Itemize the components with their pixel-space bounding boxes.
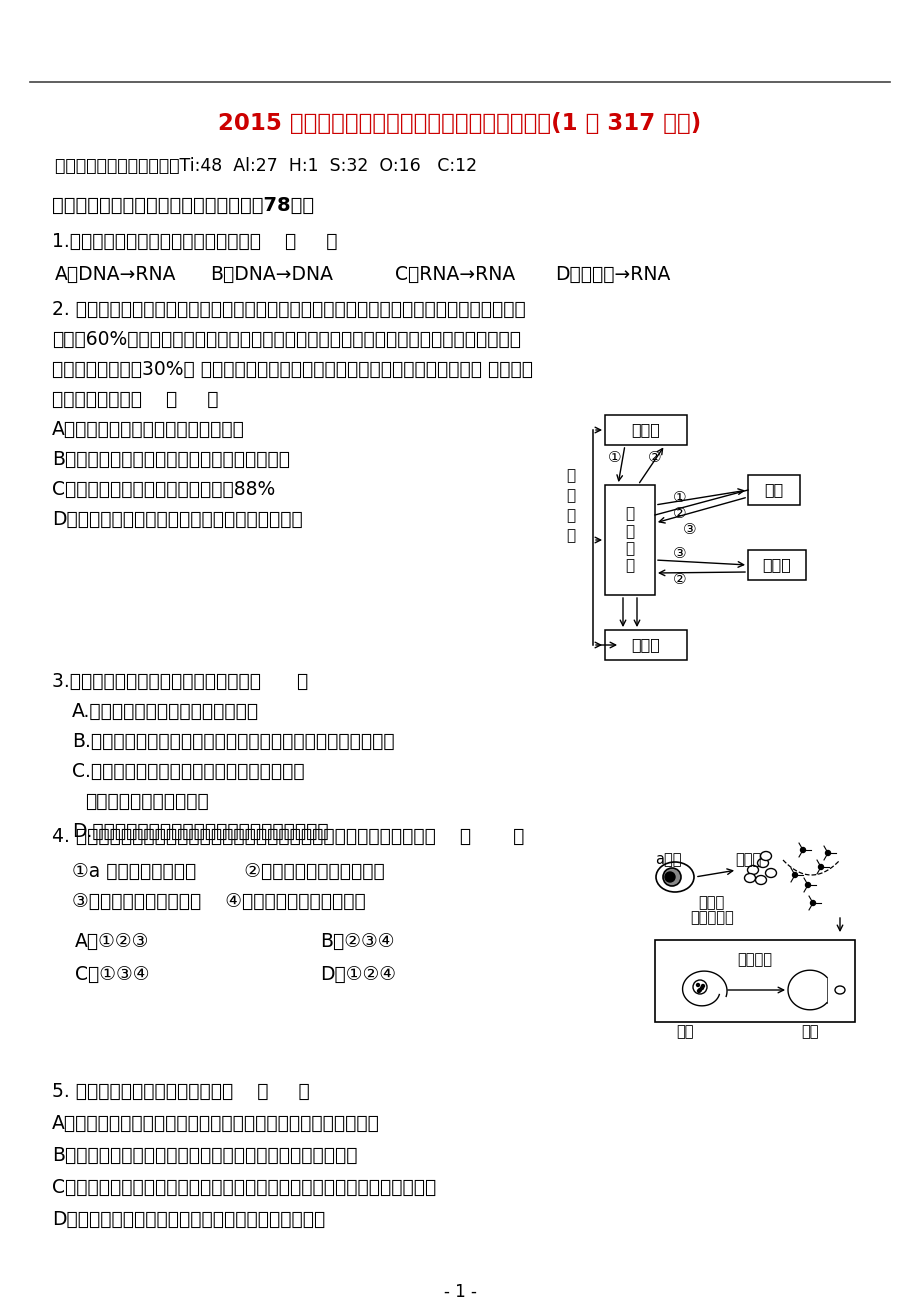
Text: ①: ① (673, 490, 686, 504)
Circle shape (818, 865, 823, 870)
Text: ②: ② (673, 572, 686, 586)
Circle shape (696, 983, 698, 987)
Text: 甲状腺: 甲状腺 (762, 557, 790, 573)
Circle shape (664, 872, 675, 881)
Text: ②: ② (648, 449, 661, 465)
Circle shape (791, 872, 797, 878)
Text: A．在黑褐色环境背景下，黑色樺尺蠖被保留，浅色樺尺蠖被淘汰: A．在黑褐色环境背景下，黑色樺尺蠖被保留，浅色樺尺蠖被淘汰 (52, 1115, 380, 1133)
Circle shape (800, 848, 805, 853)
Text: 吞噬细胞: 吞噬细胞 (737, 952, 772, 967)
Text: D．原种群中阔叶基因的频率低于窄叶基因的频率: D．原种群中阔叶基因的频率低于窄叶基因的频率 (52, 510, 302, 529)
Text: 红细胞抗体: 红细胞抗体 (689, 910, 733, 924)
Ellipse shape (655, 862, 693, 892)
Ellipse shape (760, 852, 771, 861)
Circle shape (698, 988, 701, 992)
Text: 下丘脑: 下丘脑 (630, 423, 660, 437)
Circle shape (699, 987, 703, 990)
Text: B．杂合高茎豌豆通过连续自交导致后代纯合子频率越来越高: B．杂合高茎豌豆通过连续自交导致后代纯合子频率越来越高 (52, 1146, 357, 1165)
Text: 可能用到的相对原子质量：Ti:48  Al:27  H:1  S:32  O:16   C:12: 可能用到的相对原子质量：Ti:48 Al:27 H:1 S:32 O:16 C:… (55, 158, 477, 174)
Text: 结合: 结合 (800, 1023, 818, 1039)
Text: D．青霉菌通过辐射诱变产生了青霉素产量很高的菌株: D．青霉菌通过辐射诱变产生了青霉素产量很高的菌株 (52, 1210, 325, 1229)
Text: ②: ② (673, 505, 686, 521)
Text: D．蛋白质→RNA: D．蛋白质→RNA (554, 266, 670, 284)
Text: 垂体: 垂体 (764, 483, 783, 497)
Text: a细胞: a细胞 (654, 852, 681, 867)
Text: 以下结论错误的是    （     ）: 以下结论错误的是 （ ） (52, 391, 219, 409)
Text: 2. 已知某种双子叶植物的阔叶和窄叶由一对等位基因控制，现对该植物的某个种群进行调查，: 2. 已知某种双子叶植物的阔叶和窄叶由一对等位基因控制，现对该植物的某个种群进行… (52, 299, 525, 319)
Text: 吞噬: 吞噬 (675, 1023, 693, 1039)
Text: ③: ③ (673, 546, 686, 560)
Text: A.下丘脑既能传导兴奋又能分泌激素: A.下丘脑既能传导兴奋又能分泌激素 (72, 702, 259, 721)
Ellipse shape (746, 866, 757, 875)
Text: 有: 有 (566, 467, 575, 483)
Bar (747, 475, 800, 505)
Text: ①a 表示的是浆细胞；        ②红细胞膜上有抗原物质；: ①a 表示的是浆细胞； ②红细胞膜上有抗原物质； (72, 862, 384, 881)
Text: C．杂交育种通过不断自交、筛选和淘汰使得纯合矮秆抗病小麦比例越来越高: C．杂交育种通过不断自交、筛选和淘汰使得纯合矮秆抗病小麦比例越来越高 (52, 1178, 436, 1197)
Ellipse shape (765, 868, 776, 878)
Text: 经: 经 (566, 529, 575, 543)
Bar (654, 940, 854, 1022)
Text: 血
液
循
环: 血 液 循 环 (625, 506, 634, 574)
Text: 红细胞: 红细胞 (734, 852, 760, 867)
Text: 2015 届金溪一中上学期高三第八次理综强化试题(1 月 317 日用): 2015 届金溪一中上学期高三第八次理综强化试题(1 月 317 日用) (218, 112, 701, 135)
Text: - 1 -: - 1 - (443, 1282, 476, 1301)
Bar (605, 630, 686, 660)
Ellipse shape (754, 875, 766, 884)
Text: A．DNA→RNA: A．DNA→RNA (55, 266, 176, 284)
Text: ③: ③ (683, 522, 696, 536)
Bar (747, 549, 805, 579)
Text: A．①②③: A．①②③ (75, 932, 149, 950)
Text: C．原种群中能稳定遗传的个体约占88%: C．原种群中能稳定遗传的个体约占88% (52, 480, 275, 499)
Text: 其自交，发现约有30%阔 叶植株的子代出现窄叶植株，而窄叶植株的子代未发现阔 叶植株。: 其自交，发现约有30%阔 叶植株的子代出现窄叶植株，而窄叶植株的子代未发现阔 叶… (52, 359, 532, 379)
Text: 和胰高血糖素的分泌增加: 和胰高血糖素的分泌增加 (85, 792, 209, 811)
Circle shape (824, 850, 830, 855)
Text: 一、选择题（每题只有一个符合题意，共78分）: 一、选择题（每题只有一个符合题意，共78分） (52, 197, 313, 215)
Text: 关: 关 (566, 488, 575, 503)
Ellipse shape (834, 986, 844, 993)
Text: B．②③④: B．②③④ (320, 932, 394, 950)
Text: 抗自身: 抗自身 (698, 894, 723, 910)
Text: 骨骼肌: 骨骼肌 (630, 638, 660, 652)
Text: 神: 神 (566, 508, 575, 523)
Text: 发现有60%的植株表现为窄叶，余者表现为阔叶。从该种群中分别取两种性状的足够样本让: 发现有60%的植株表现为窄叶，余者表现为阔叶。从该种群中分别取两种性状的足够样本… (52, 329, 520, 349)
Circle shape (701, 984, 704, 987)
Text: B．阔叶植株的子代表现为窄叶是性状分离现象: B．阔叶植株的子代表现为窄叶是性状分离现象 (52, 450, 289, 469)
Bar (605, 486, 654, 595)
Text: C．RNA→RNA: C．RNA→RNA (394, 266, 515, 284)
Bar (605, 415, 686, 445)
Circle shape (805, 883, 810, 888)
Text: A．对该种群进行调查时应采用样方法: A．对该种群进行调查时应采用样方法 (52, 421, 244, 439)
Text: D．①②④: D．①②④ (320, 965, 395, 984)
Text: 4. 下图表示人体内某种免疫失调病的致病机理。据图判断下列叙述正确的是    （       ）: 4. 下图表示人体内某种免疫失调病的致病机理。据图判断下列叙述正确的是 （ ） (52, 827, 524, 846)
Circle shape (697, 990, 699, 992)
Text: B．DNA→DNA: B．DNA→DNA (210, 266, 333, 284)
Ellipse shape (663, 868, 680, 885)
Text: ①: ① (607, 449, 621, 465)
Text: C.下丘脑通过神经和激素的作用促使肾上腺素: C.下丘脑通过神经和激素的作用促使肾上腺素 (72, 762, 304, 781)
Text: D.寒冷时，下丘脑接受刺激通过体液调节减少散热: D.寒冷时，下丘脑接受刺激通过体液调节减少散热 (72, 822, 328, 841)
Circle shape (810, 901, 814, 905)
Ellipse shape (743, 874, 754, 883)
Ellipse shape (756, 858, 767, 867)
Text: 1.人体内神经细胞遗传信息的传递情况是    （     ）: 1.人体内神经细胞遗传信息的传递情况是 （ ） (52, 232, 337, 251)
Ellipse shape (692, 980, 706, 993)
Text: 5. 下列不能体现生物正在进化的是    （     ）: 5. 下列不能体现生物正在进化的是 （ ） (52, 1082, 310, 1101)
Text: ③这种病属于过敏反应；    ④方框内细胞也是免疫细胞: ③这种病属于过敏反应； ④方框内细胞也是免疫细胞 (72, 892, 366, 911)
Text: 3.下列有关下丘脑功能的叙述正确的是（      ）: 3.下列有关下丘脑功能的叙述正确的是（ ） (52, 672, 308, 691)
Text: B.下丘脑中有渗透压感受器，细胞外液渗透压降低时可产生渴觉: B.下丘脑中有渗透压感受器，细胞外液渗透压降低时可产生渴觉 (72, 732, 394, 751)
Text: C．①③④: C．①③④ (75, 965, 150, 984)
